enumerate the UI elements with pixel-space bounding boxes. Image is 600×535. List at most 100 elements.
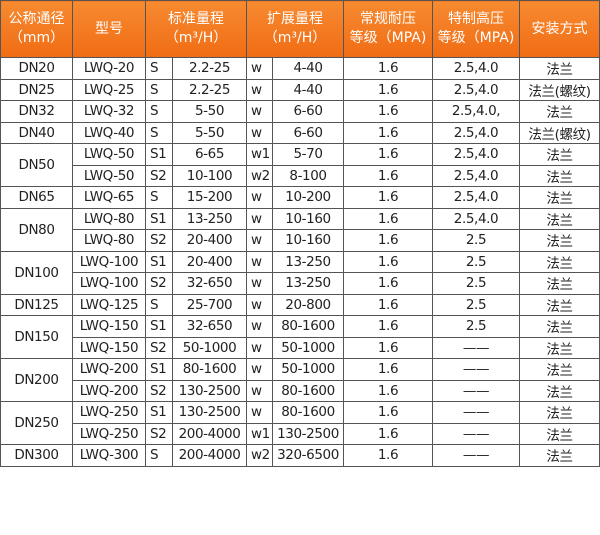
cell-install: 法兰 xyxy=(519,444,600,467)
cell-high-pressure: 2.5,4.0 xyxy=(432,78,520,101)
header-normal-pressure-unit: 等级（MPA) xyxy=(349,30,427,46)
cell-normal-pressure: 1.6 xyxy=(343,379,433,402)
cell-std-code: S2 xyxy=(145,272,173,295)
cell-install: 法兰 xyxy=(519,272,600,295)
cell-install: 法兰 xyxy=(519,250,600,273)
table-body: DN20 LWQ-20 S 2.2-25 w 4-40 1.6 2.5,4.0 法兰 DN25 LW… xyxy=(0,57,600,467)
cell-ext-code: w xyxy=(246,293,273,316)
cell-model: LWQ-50 xyxy=(72,143,146,166)
cell-ext-code: w2 xyxy=(246,444,273,467)
cell-ext-code: w xyxy=(246,379,273,402)
cell-high-pressure: 2.5 xyxy=(432,229,520,252)
cell-high-pressure: 2.5,4.0 xyxy=(432,57,520,80)
cell-ext-range: 10-200 xyxy=(272,186,344,209)
cell-ext-code: w xyxy=(246,401,273,424)
cell-install: 法兰 xyxy=(519,100,600,123)
cell-std-range: 32-650 xyxy=(172,315,247,338)
table-row: DN100 LWQ-100 S1 20-400 w 13-250 1.6 2.5 法兰 xyxy=(0,250,600,295)
cell-normal-pressure: 1.6 xyxy=(343,121,433,144)
header-high-pressure-label: 特制高压 xyxy=(448,11,504,27)
cell-model: LWQ-100 xyxy=(72,272,146,295)
cell-ext-range: 10-160 xyxy=(272,207,344,230)
cell-std-range: 130-2500 xyxy=(172,401,247,424)
header-std-range-unit: （m³/H） xyxy=(164,30,228,46)
cell-model: LWQ-200 xyxy=(72,379,146,402)
cell-ext-range: 80-1600 xyxy=(272,315,344,338)
cell-std-code: S1 xyxy=(145,401,173,424)
cell-std-code: S2 xyxy=(145,379,173,402)
cell-install: 法兰 xyxy=(519,358,600,381)
cell-install: 法兰 xyxy=(519,422,600,445)
cell-model: LWQ-20 xyxy=(72,57,146,80)
cell-model: LWQ-100 xyxy=(72,250,146,273)
cell-std-range: 25-700 xyxy=(172,293,247,316)
cell-dn: DN32 xyxy=(0,100,73,123)
cell-normal-pressure: 1.6 xyxy=(343,57,433,80)
cell-normal-pressure: 1.6 xyxy=(343,272,433,295)
cell-ext-code: w xyxy=(246,250,273,273)
header-normal-pressure-label: 常规耐压 xyxy=(360,11,416,27)
cell-model: LWQ-25 xyxy=(72,78,146,101)
cell-ext-range: 5-70 xyxy=(272,143,344,166)
cell-model: LWQ-80 xyxy=(72,207,146,230)
cell-install: 法兰(螺纹) xyxy=(519,121,600,144)
header-ext-range: 扩展量程 （m³/H） xyxy=(246,0,344,58)
cell-install: 法兰 xyxy=(519,229,600,252)
cell-dn: DN300 xyxy=(0,444,73,467)
header-std-range: 标准量程 （m³/H） xyxy=(145,0,247,58)
cell-high-pressure: 2.5,4.0 xyxy=(432,207,520,230)
cell-normal-pressure: 1.6 xyxy=(343,78,433,101)
cell-high-pressure: —— xyxy=(432,358,520,381)
cell-std-code: S xyxy=(145,186,173,209)
cell-ext-code: w xyxy=(246,315,273,338)
cell-ext-code: w xyxy=(246,207,273,230)
cell-std-range: 200-4000 xyxy=(172,444,247,467)
cell-std-code: S1 xyxy=(145,358,173,381)
table-row: DN25 LWQ-25 S 2.2-25 w 4-40 1.6 2.5,4.0 法兰(螺纹) xyxy=(0,78,600,101)
header-std-range-label: 标准量程 xyxy=(168,11,224,27)
cell-install: 法兰 xyxy=(519,315,600,338)
cell-install: 法兰 xyxy=(519,336,600,359)
cell-ext-code: w xyxy=(246,186,273,209)
table-row: LWQ-100 S2 32-650 w 13-250 1.6 2.5 法兰 xyxy=(1,272,600,295)
cell-model: LWQ-125 xyxy=(72,293,146,316)
cell-dn: DN100 xyxy=(0,250,73,295)
cell-high-pressure: 2.5,4.0 xyxy=(432,186,520,209)
cell-install: 法兰 xyxy=(519,293,600,316)
cell-normal-pressure: 1.6 xyxy=(343,293,433,316)
table-row: LWQ-50 S2 10-100 w2 8-100 1.6 2.5,4.0 法兰 xyxy=(1,164,600,187)
header-model: 型号 xyxy=(72,0,146,58)
header-dn-label: 公称通径 xyxy=(8,11,65,27)
cell-model: LWQ-150 xyxy=(72,336,146,359)
cell-dn: DN50 xyxy=(0,143,73,187)
cell-ext-range: 8-100 xyxy=(272,164,344,187)
cell-install: 法兰(螺纹) xyxy=(519,78,600,101)
table-row: DN50 LWQ-50 S1 6-65 w1 5-70 1.6 2.5,4.0 法兰 xyxy=(0,143,600,187)
cell-ext-code: w2 xyxy=(246,164,273,187)
cell-normal-pressure: 1.6 xyxy=(343,401,433,424)
cell-std-range: 10-100 xyxy=(172,164,247,187)
cell-high-pressure: —— xyxy=(432,444,520,467)
table-row: DN32 LWQ-32 S 5-50 w 6-60 1.6 2.5,4.0, 法兰 xyxy=(0,100,600,123)
cell-high-pressure: 2.5 xyxy=(432,293,520,316)
header-row: 公称通径 （mm） 型号 标准量程 （m³/H） 扩展量程 （m³/H） 常规耐压 等级… xyxy=(0,0,600,58)
table-row: DN200 LWQ-200 S1 80-1600 w 50-1000 1.6 —— 法兰 xyxy=(0,358,600,402)
cell-normal-pressure: 1.6 xyxy=(343,315,433,338)
cell-model: LWQ-200 xyxy=(72,358,146,381)
cell-ext-range: 80-1600 xyxy=(272,379,344,402)
cell-std-code: S xyxy=(145,78,173,101)
cell-ext-range: 130-2500 xyxy=(272,422,344,445)
cell-normal-pressure: 1.6 xyxy=(343,143,433,166)
table-row: LWQ-80 S2 20-400 w 10-160 1.6 2.5 法兰 xyxy=(1,229,600,252)
cell-high-pressure: 2.5,4.0 xyxy=(432,143,520,166)
cell-high-pressure: —— xyxy=(432,401,520,424)
header-normal-pressure: 常规耐压等级（MPA) xyxy=(343,0,433,58)
cell-normal-pressure: 1.6 xyxy=(343,207,433,230)
cell-dn: DN25 xyxy=(0,78,73,101)
cell-model: LWQ-32 xyxy=(72,100,146,123)
cell-ext-range: 13-250 xyxy=(272,272,344,295)
table-row: DN300 LWQ-300 S 200-4000 w2 320-6500 1.6 —— 法兰 xyxy=(0,444,600,467)
cell-std-range: 32-650 xyxy=(172,272,247,295)
header-ext-range-unit: （m³/H） xyxy=(263,30,327,46)
cell-ext-range: 20-800 xyxy=(272,293,344,316)
